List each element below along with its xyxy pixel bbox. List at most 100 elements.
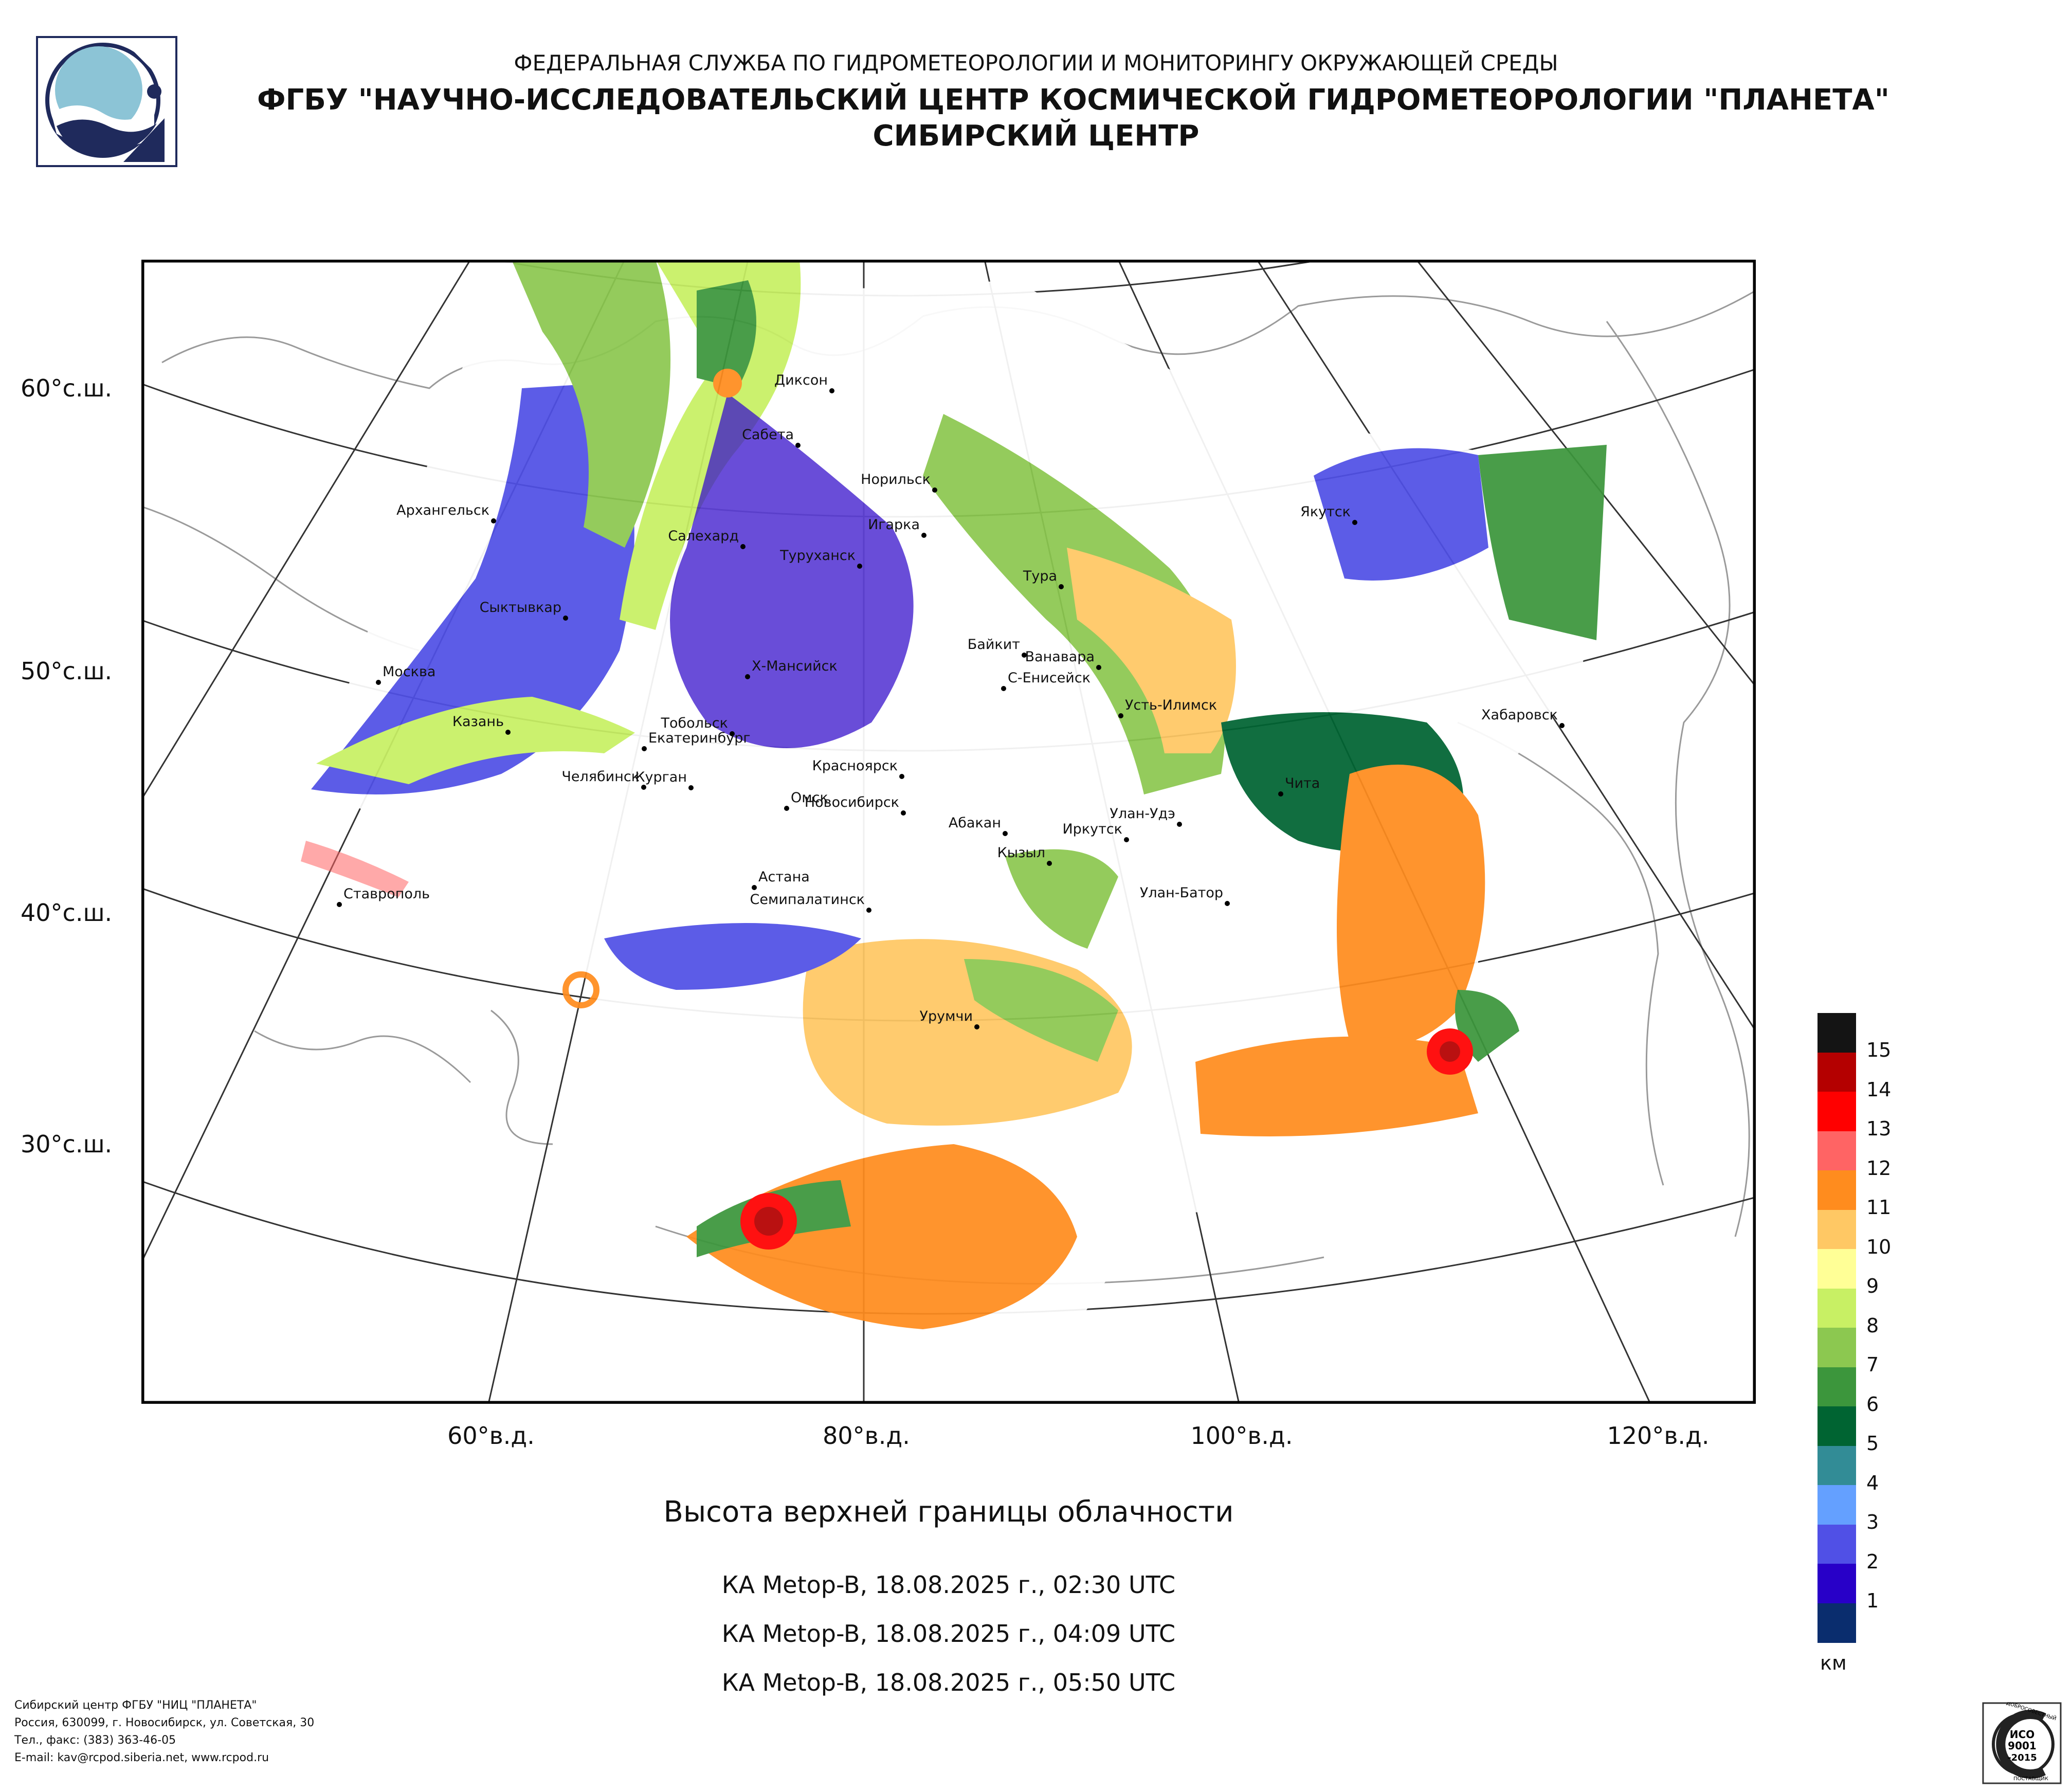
legend-value: 7: [1866, 1353, 1879, 1376]
footer-address: Сибирский центр ФГБУ "НИЦ "ПЛАНЕТА" Росс…: [14, 1697, 314, 1767]
city-dot: [921, 533, 926, 538]
city-dot: [899, 774, 904, 779]
legend-value: 2: [1866, 1550, 1879, 1573]
city-dot: [745, 674, 750, 679]
city-label: Улан-Батор: [1139, 885, 1223, 901]
footer-address-line: Россия, 630099, г. Новосибирск, ул. Сове…: [14, 1716, 315, 1729]
city-dot: [1352, 520, 1357, 525]
city-label: Красноярск: [812, 758, 898, 774]
city-dot: [1001, 686, 1006, 691]
city-dot: [866, 908, 871, 913]
city-dot: [376, 680, 381, 685]
city-label: Омск: [791, 790, 828, 806]
city-label: Астана: [758, 869, 810, 885]
cloud-top-height-map: [141, 260, 1756, 1404]
legend-value: 14: [1866, 1078, 1892, 1101]
iso-bottom-text: ПОСТАВЩИК: [2013, 1776, 2048, 1782]
city-label: Улан-Удэ: [1110, 806, 1175, 822]
city-dot: [1225, 901, 1230, 906]
city-label: Салехард: [668, 528, 739, 544]
legend-value: 4: [1866, 1471, 1879, 1494]
city-label: Диксон: [774, 372, 828, 388]
longitude-label-60: 60°в.д.: [447, 1422, 535, 1450]
city-label: Курган: [635, 769, 687, 785]
latitude-label-50: 50°с.ш.: [21, 657, 113, 685]
city-label: Иркутск: [1062, 821, 1122, 837]
iso-code-2: 9001: [2008, 1740, 2037, 1752]
legend-swatch: [1817, 1209, 1856, 1250]
planeta-logo-icon: [36, 36, 177, 167]
city-dot: [1059, 584, 1064, 589]
city-label: Екатеринбург: [648, 730, 751, 746]
city-dot: [1559, 723, 1565, 728]
legend-value: 13: [1866, 1117, 1892, 1140]
legend-swatch: [1817, 1367, 1856, 1407]
city-label: Хабаровск: [1481, 707, 1558, 723]
iso-certificate-badge: ИСО 9001 -2015 ДОБРОСОВЕСТНЫЙ ПОСТАВЩИК: [1982, 1702, 2062, 1784]
city-dot: [752, 885, 757, 890]
city-label: Усть-Илимск: [1125, 697, 1217, 713]
city-dot: [795, 443, 801, 448]
legend-swatch: [1817, 1288, 1856, 1328]
legend-swatch: [1817, 1328, 1856, 1367]
legend-swatch: [1817, 1013, 1856, 1053]
city-dot: [688, 785, 694, 790]
legend-value: 6: [1866, 1392, 1879, 1416]
footer-email: E-mail: kav@rcpod.siberia.net, www.rcpod…: [14, 1751, 269, 1764]
height-legend: 15 14 13 12 11 10 9 8 7 6 5 4 3 2 1: [1817, 1013, 1920, 1676]
city-label: Туруханск: [780, 548, 856, 564]
city-label: Чита: [1285, 775, 1320, 791]
footer-phone: Тел., факс: (383) 363-46-05: [14, 1734, 176, 1747]
city-dot: [641, 785, 646, 790]
legend-value: 5: [1866, 1432, 1879, 1455]
city-dot: [730, 731, 735, 736]
legend-value: 3: [1866, 1511, 1879, 1533]
city-dot: [337, 902, 342, 907]
city-label: Ванавара: [1025, 649, 1095, 665]
legend-swatch: [1817, 1485, 1856, 1525]
legend-swatch: [1817, 1131, 1856, 1171]
city-label: Байкит: [967, 637, 1020, 653]
city-dot: [974, 1024, 979, 1029]
pass-line-3: КА Metop-B, 18.08.2025 г., 05:50 UTC: [721, 1669, 1176, 1696]
legend-value: 10: [1866, 1235, 1892, 1258]
legend-swatch: [1817, 1406, 1856, 1446]
legend-value: 8: [1866, 1314, 1879, 1337]
institute-title: ФГБУ "НАУЧНО-ИССЛЕДОВАТЕЛЬСКИЙ ЦЕНТР КОС…: [257, 83, 1889, 117]
legend-value: 1: [1866, 1589, 1879, 1612]
longitude-label-80: 80°в.д.: [823, 1422, 910, 1450]
city-dot: [563, 616, 568, 621]
city-label: Абакан: [948, 815, 1001, 831]
legend-value: 11: [1866, 1196, 1892, 1219]
legend-swatch: [1817, 1052, 1856, 1092]
cloud-imagery: [301, 260, 1607, 1329]
legend-swatch: [1817, 1170, 1856, 1210]
city-label: Москва: [383, 664, 436, 680]
center-title: СИБИРСКИЙ ЦЕНТР: [873, 119, 1199, 153]
latitude-label-40: 40°с.ш.: [21, 899, 113, 927]
city-label: Новосибирск: [804, 794, 899, 810]
city-label: Кызыл: [997, 845, 1045, 861]
legend-swatch: [1817, 1249, 1856, 1289]
city-label: Челябинск: [561, 769, 640, 785]
legend-swatch: [1817, 1564, 1856, 1603]
city-dot: [857, 564, 862, 569]
legend-value: 12: [1866, 1156, 1892, 1180]
city-dot: [505, 730, 511, 735]
pass-line-1: КА Metop-B, 18.08.2025 г., 02:30 UTC: [721, 1571, 1176, 1599]
city-dot: [784, 806, 789, 811]
city-dot: [491, 518, 496, 523]
city-label: Архангельск: [396, 502, 489, 518]
city-label: С-Енисейск: [1008, 670, 1091, 686]
city-label: Норильск: [861, 472, 931, 487]
city-label: Тобольск: [661, 715, 728, 731]
city-label: Тура: [1023, 568, 1057, 584]
city-dot: [1124, 837, 1129, 842]
city-label: Х-Мансийск: [752, 658, 838, 674]
city-dot: [829, 388, 834, 393]
city-markers: [337, 388, 1565, 1029]
city-label: Семипалатинск: [750, 892, 865, 908]
city-dot: [901, 810, 906, 816]
legend-unit: км: [1820, 1652, 1847, 1674]
iso-code-3: -2015: [2007, 1752, 2037, 1763]
